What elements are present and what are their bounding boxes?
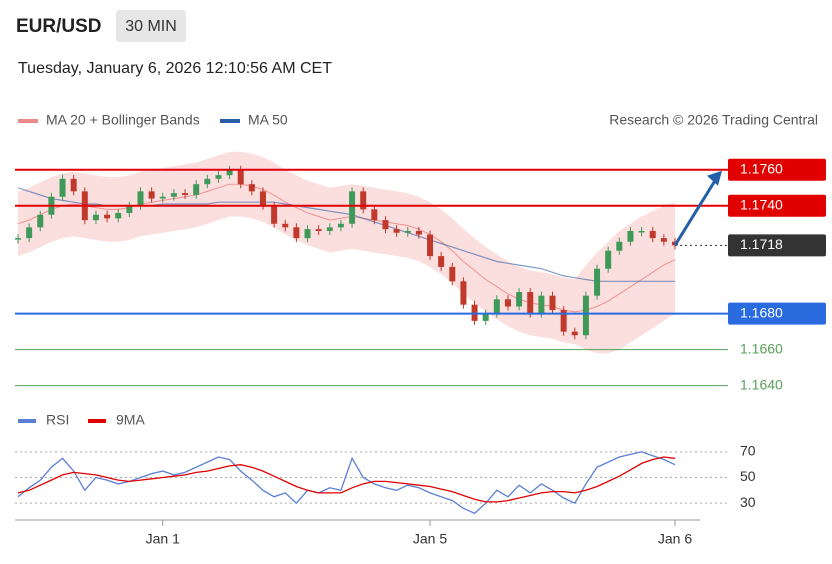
- level-label-box: [728, 194, 826, 217]
- y-tick-label: 30: [740, 494, 756, 510]
- plot-area: [15, 151, 678, 354]
- candle: [104, 214, 111, 219]
- candle: [415, 230, 422, 235]
- rsi-line: [17, 451, 676, 515]
- candle: [516, 292, 523, 307]
- candle: [326, 227, 333, 231]
- candle: [115, 212, 122, 219]
- candle: [159, 196, 166, 199]
- candle: [449, 266, 456, 282]
- candle: [404, 230, 411, 233]
- candle: [438, 256, 445, 267]
- legend-label: RSI: [46, 412, 69, 428]
- candle: [549, 295, 556, 311]
- rsi-line: [17, 456, 676, 503]
- level-label: 1.1740: [740, 196, 783, 212]
- forecast-arrow: [673, 174, 720, 247]
- legend-label: MA 50: [248, 112, 288, 128]
- candle: [560, 310, 567, 332]
- candle: [393, 229, 400, 233]
- candle: [37, 214, 44, 228]
- candle: [616, 241, 623, 251]
- symbol: EUR/USD: [16, 16, 102, 37]
- y-tick-label: 70: [740, 443, 756, 459]
- candle: [527, 292, 534, 314]
- candle: [660, 238, 667, 242]
- candle: [504, 299, 511, 307]
- candle: [304, 229, 311, 239]
- candle: [248, 184, 255, 192]
- legend-label: 9MA: [116, 412, 145, 428]
- interval: 30 MIN: [125, 18, 177, 35]
- candle: [371, 209, 378, 221]
- candle: [126, 205, 133, 213]
- candle: [282, 223, 289, 228]
- level-label-box: [728, 302, 826, 325]
- y-tick-label: 50: [740, 468, 756, 484]
- level-label: 1.1680: [740, 304, 783, 320]
- candle: [15, 238, 21, 240]
- candle: [337, 223, 344, 228]
- candle: [427, 234, 434, 257]
- forecast-arrowhead: [707, 170, 722, 186]
- candle: [259, 191, 266, 206]
- level-label: 1.1660: [740, 340, 783, 356]
- candle: [605, 250, 612, 269]
- candle: [237, 169, 244, 185]
- candle: [148, 191, 155, 199]
- candle: [137, 191, 144, 206]
- candle: [649, 230, 656, 239]
- x-tick-label: Jan 5: [413, 531, 447, 547]
- level-label: 1.1640: [740, 376, 783, 392]
- level-label-box: [728, 158, 826, 181]
- level-label: 1.1760: [740, 160, 783, 176]
- candle: [193, 184, 200, 195]
- candle: [315, 229, 322, 231]
- candle: [215, 175, 222, 179]
- level-label: 1.1718: [740, 236, 783, 252]
- candle: [594, 268, 601, 296]
- candle: [627, 230, 634, 242]
- candle: [293, 227, 300, 239]
- candle: [26, 227, 33, 239]
- candle: [482, 313, 489, 321]
- candle: [571, 331, 578, 336]
- candle: [204, 178, 211, 185]
- legend-label: MA 20 + Bollinger Bands: [46, 112, 200, 128]
- candle: [538, 295, 545, 314]
- candle: [382, 220, 389, 230]
- candle: [92, 214, 99, 221]
- x-tick-label: Jan 1: [146, 531, 180, 547]
- candle: [460, 281, 467, 305]
- candle: [70, 178, 77, 192]
- candle: [638, 230, 645, 233]
- bollinger-band: [18, 151, 675, 354]
- x-tick-label: Jan 6: [658, 531, 692, 547]
- candle: [170, 193, 177, 197]
- candle: [360, 191, 367, 210]
- candle: [349, 191, 356, 224]
- candle: [493, 299, 500, 314]
- candle: [59, 178, 66, 197]
- timestamp: Tuesday, January 6, 2026 12:10:56 AM CET: [18, 60, 332, 77]
- level-label-box: [728, 234, 826, 257]
- candle: [226, 169, 233, 176]
- credit: Research © 2026 Trading Central: [609, 112, 818, 128]
- candle: [271, 205, 278, 224]
- candle: [582, 295, 589, 336]
- interval-badge: [116, 10, 186, 42]
- candle: [182, 193, 189, 195]
